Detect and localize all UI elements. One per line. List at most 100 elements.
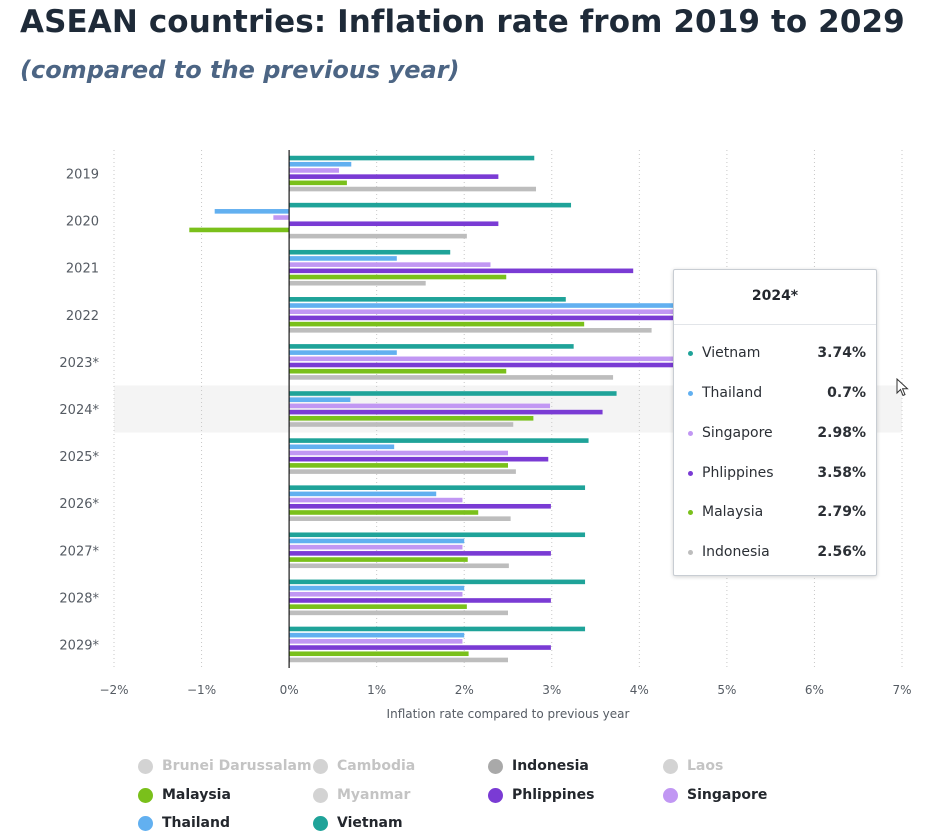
bar-thailand-2023[interactable] (289, 350, 397, 355)
bar-indonesia-2022[interactable] (289, 328, 652, 333)
bar-indonesia-2025[interactable] (289, 469, 516, 474)
y-category-label: 2028* (59, 591, 99, 606)
bar-malaysia-2029[interactable] (289, 651, 469, 657)
tooltip-value: 2.56% (817, 544, 866, 560)
x-tick-label: 7% (892, 683, 911, 697)
bar-vietnam-2026[interactable] (289, 485, 586, 490)
legend-dot-icon (313, 788, 328, 803)
bar-thailand-2028[interactable] (289, 585, 465, 591)
y-category-label: 2019 (66, 168, 99, 183)
bar-indonesia-2021[interactable] (289, 280, 426, 286)
bar-indonesia-2026[interactable] (289, 516, 511, 521)
bar-thailand-2022[interactable] (289, 303, 822, 308)
legend-dot-icon (313, 816, 328, 831)
bar-phlippines-2027[interactable] (289, 551, 551, 556)
bar-indonesia-2029[interactable] (289, 657, 508, 663)
bar-vietnam-2025[interactable] (289, 438, 589, 443)
tooltip-header: 2024* (674, 270, 876, 325)
bar-thailand-2024[interactable] (289, 397, 351, 402)
bar-singapore-2026[interactable] (289, 497, 463, 503)
tooltip-value: 0.7% (827, 385, 866, 401)
bar-singapore-2025[interactable] (289, 450, 508, 456)
bar-thailand-2020[interactable] (214, 209, 290, 214)
y-category-label: 2026* (59, 497, 99, 512)
bar-vietnam-2028[interactable] (289, 579, 586, 585)
legend-dot-icon (488, 759, 503, 774)
bar-malaysia-2025[interactable] (289, 463, 508, 468)
tooltip-label: Malaysia (702, 504, 764, 520)
bar-phlippines-2019[interactable] (289, 174, 499, 179)
bar-indonesia-2028[interactable] (289, 610, 508, 616)
bar-singapore-2021[interactable] (289, 262, 491, 267)
bar-thailand-2019[interactable] (289, 161, 352, 167)
legend-dot-icon (138, 759, 153, 774)
legend-label: Singapore (687, 787, 768, 803)
bar-malaysia-2028[interactable] (289, 604, 467, 609)
bar-vietnam-2027[interactable] (289, 532, 586, 538)
bar-phlippines-2020[interactable] (289, 221, 499, 227)
bar-singapore-2020[interactable] (273, 215, 290, 220)
bar-malaysia-2021[interactable] (289, 274, 507, 280)
bar-vietnam-2022[interactable] (289, 297, 566, 302)
tooltip-value: 2.79% (817, 504, 866, 520)
bar-phlippines-2025[interactable] (289, 456, 549, 462)
bar-thailand-2027[interactable] (289, 538, 465, 544)
bar-vietnam-2019[interactable] (289, 155, 535, 161)
bar-malaysia-2020[interactable] (189, 227, 290, 233)
bar-vietnam-2023[interactable] (289, 344, 574, 349)
bar-phlippines-2028[interactable] (289, 598, 551, 603)
bar-indonesia-2023[interactable] (289, 375, 614, 380)
x-tick-label: −2% (99, 683, 128, 697)
bar-thailand-2026[interactable] (289, 491, 437, 497)
y-category-label: 2029* (59, 638, 99, 653)
y-category-label: 2023* (59, 356, 99, 371)
legend-label: Vietnam (337, 815, 403, 831)
bar-phlippines-2021[interactable] (289, 268, 634, 274)
bar-malaysia-2019[interactable] (289, 180, 347, 186)
x-tick-label: 4% (630, 683, 649, 697)
tooltip-row-thailand: Thailand 0.7% (674, 384, 876, 404)
x-tick-label: 0% (280, 683, 299, 697)
bar-malaysia-2024[interactable] (289, 416, 534, 421)
legend-label: Phlippines (512, 787, 595, 803)
bar-vietnam-2020[interactable] (289, 202, 572, 208)
bar-singapore-2027[interactable] (289, 544, 463, 550)
bar-malaysia-2027[interactable] (289, 557, 468, 562)
bar-vietnam-2029[interactable] (289, 626, 586, 632)
bar-malaysia-2026[interactable] (289, 510, 479, 515)
bar-phlippines-2029[interactable] (289, 645, 551, 650)
legend-dot-icon (138, 816, 153, 831)
legend-label: Brunei Darussalam (162, 758, 312, 774)
bar-singapore-2029[interactable] (289, 639, 463, 644)
bar-indonesia-2019[interactable] (289, 186, 537, 192)
bar-malaysia-2022[interactable] (289, 321, 585, 327)
legend-label: Cambodia (337, 758, 416, 774)
bar-phlippines-2022[interactable] (289, 315, 797, 321)
bar-phlippines-2026[interactable] (289, 503, 551, 509)
tooltip-row-singapore: Singapore 2.98% (674, 424, 876, 444)
mouse-cursor-icon (896, 378, 909, 397)
legend-label: Thailand (162, 815, 230, 831)
y-category-label: 2025* (59, 450, 99, 465)
bar-vietnam-2024[interactable] (289, 391, 617, 396)
bar-singapore-2024[interactable] (289, 403, 551, 409)
bar-thailand-2021[interactable] (289, 256, 397, 261)
tooltip-row-malaysia: Malaysia 2.79% (674, 503, 876, 523)
bar-singapore-2022[interactable] (289, 309, 825, 315)
bar-indonesia-2024[interactable] (289, 422, 514, 427)
bar-singapore-2019[interactable] (289, 168, 340, 173)
bar-singapore-2023[interactable] (289, 356, 712, 362)
bar-indonesia-2020[interactable] (289, 233, 467, 239)
bar-phlippines-2023[interactable] (289, 362, 813, 368)
bar-vietnam-2021[interactable] (289, 249, 451, 255)
legend-label: Malaysia (162, 787, 231, 803)
tooltip-row-phlippines: Phlippines 3.58% (674, 464, 876, 484)
bar-phlippines-2024[interactable] (289, 409, 603, 415)
bar-thailand-2025[interactable] (289, 444, 395, 450)
legend-label: Myanmar (337, 787, 411, 803)
bar-singapore-2028[interactable] (289, 591, 463, 597)
bar-thailand-2029[interactable] (289, 632, 465, 638)
bar-malaysia-2023[interactable] (289, 368, 507, 374)
x-tick-label: 2% (455, 683, 474, 697)
bar-indonesia-2027[interactable] (289, 563, 509, 569)
